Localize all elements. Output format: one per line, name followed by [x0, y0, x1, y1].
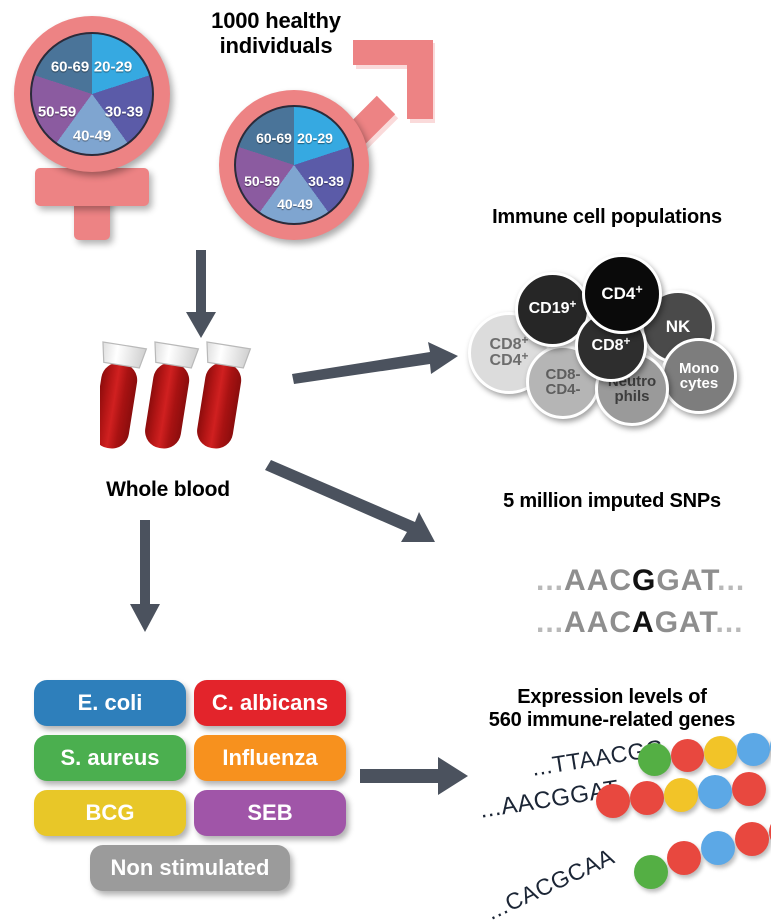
- immune-populations-title: Immune cell populations: [492, 206, 722, 228]
- stimulus-label: Influenza: [222, 745, 318, 770]
- immune-cell-label: Mono cytes: [679, 359, 719, 392]
- male-symbol: 20-29 30-39 40-49 50-59 60-69: [205, 40, 435, 255]
- gene-strands: ...TTAACGG ...AACGGAT ...CACGCAA: [460, 730, 771, 922]
- stimulus-influenza[interactable]: Influenza: [194, 735, 346, 781]
- gene-bead-blue: [737, 733, 770, 766]
- snp-sequence-top: ...AACGGAT...: [480, 530, 745, 632]
- gene-bead-yellow: [704, 736, 737, 769]
- gene-bead-green: [638, 743, 671, 776]
- female-symbol: 20-29 30-39 40-49 50-59 60-69: [6, 8, 206, 248]
- stimulus-label: C. albicans: [211, 690, 329, 715]
- gene-bead-red: [671, 739, 704, 772]
- arrow-stimuli-to-expression: [360, 757, 468, 795]
- stimulus-label: Non stimulated: [110, 855, 270, 880]
- arrow-blood-to-stimuli: [130, 520, 160, 632]
- snp-sequences: ...AACGGAT... ...AACAGAT...: [470, 530, 760, 639]
- immune-cell-cluster: CD8+ CD4+ CD19+ CD4+ NK CD8+ Mono cytes: [450, 240, 770, 426]
- immune-cell-label: CD19+: [528, 297, 577, 318]
- female-age-pie: [30, 32, 154, 156]
- pie-slice-label-40-49-male: 40-49: [277, 196, 313, 212]
- stimulus-label: SEB: [247, 800, 293, 825]
- snp-after: GAT: [654, 606, 716, 639]
- expression-title-line1: Expression levels of: [517, 686, 707, 708]
- cohort-title-line2: individuals: [219, 33, 333, 59]
- gene-bead-red: [596, 784, 630, 818]
- pie-slice-label-30-39: 30-39: [104, 103, 144, 121]
- male-age-pie: [234, 105, 354, 225]
- immune-cell-cd4: CD4+: [582, 254, 662, 334]
- pie-slice-label-40-49: 40-49: [72, 127, 112, 145]
- expression-title: Expression levels of 560 immune-related …: [462, 686, 762, 732]
- arrow-blood-to-snp: [265, 460, 435, 542]
- stimuli-panel: E. coli C. albicans S. aureus Influenza …: [30, 680, 350, 895]
- snp-suffix: ...: [717, 564, 746, 597]
- pie-slice-label-60-69-male: 60-69: [256, 130, 292, 146]
- gene-bead-yellow: [664, 778, 698, 812]
- pie-slice-label-50-59-male: 50-59: [244, 173, 280, 189]
- whole-blood-label: Whole blood: [106, 478, 230, 501]
- gene-bead-green: [634, 855, 668, 889]
- gene-bead-blue: [698, 775, 732, 809]
- gene-bead-red: [735, 822, 769, 856]
- gene-bead-red: [769, 815, 771, 849]
- gene-bead-red: [630, 781, 664, 815]
- blood-tubes: [93, 340, 280, 470]
- immune-cell-cd19: CD19+: [515, 272, 590, 347]
- snp-prefix: ...: [536, 564, 565, 597]
- pie-slice-label-20-29: 20-29: [93, 58, 133, 76]
- stimulus-label: E. coli: [77, 690, 143, 715]
- expression-title-line2: 560 immune-related genes: [488, 709, 736, 731]
- snp-title: 5 million imputed SNPs: [503, 490, 721, 512]
- snp-suffix: ...: [715, 606, 744, 639]
- female-stem-horizontal: [35, 168, 149, 206]
- immune-cell-monocytes: Mono cytes: [661, 338, 737, 414]
- pie-slice-label-30-39-male: 30-39: [308, 173, 344, 189]
- stimulus-label: BCG: [85, 800, 135, 825]
- stimulus-label: S. aureus: [60, 745, 160, 770]
- snp-variant-a: A: [632, 606, 655, 639]
- blood-tubes-glyph: [93, 341, 252, 449]
- immune-cell-label: CD8- CD4-: [545, 365, 581, 398]
- stimulus-non-stimulated[interactable]: Non stimulated: [90, 845, 290, 891]
- snp-before: AAC: [564, 564, 633, 597]
- snp-after: GAT: [656, 564, 718, 597]
- immune-cell-label: CD8+: [591, 333, 631, 354]
- immune-cell-label: NK: [665, 317, 691, 337]
- stimulus-calbicans[interactable]: C. albicans: [194, 680, 346, 726]
- snp-variant-g: G: [632, 564, 657, 597]
- immune-cell-label: CD4+: [601, 283, 643, 304]
- gene-bead-blue: [701, 831, 735, 865]
- stimulus-ecoli[interactable]: E. coli: [34, 680, 186, 726]
- arrow-blood-to-immune: [292, 342, 458, 384]
- gene-bead-red: [732, 772, 766, 806]
- arrow-cohort-to-blood: [186, 250, 216, 338]
- stimulus-seb[interactable]: SEB: [194, 790, 346, 836]
- stimulus-saureus[interactable]: S. aureus: [34, 735, 186, 781]
- gene-bead-red: [667, 841, 701, 875]
- cohort-title: 1000 healthy individuals: [166, 8, 386, 59]
- cohort-title-line1: 1000 healthy: [211, 8, 341, 33]
- snp-sequence-bottom: ...AACAGAT...: [480, 572, 744, 674]
- stimulus-bcg[interactable]: BCG: [34, 790, 186, 836]
- snp-prefix: ...: [536, 606, 565, 639]
- pie-slice-label-50-59: 50-59: [37, 103, 77, 121]
- gene-strand-3-sequence: ...CACGCAA: [482, 842, 619, 922]
- pie-slice-label-20-29-male: 20-29: [297, 130, 333, 146]
- snp-before: AAC: [564, 606, 633, 639]
- immune-cell-label: CD8+ CD4+: [489, 332, 529, 369]
- pie-slice-label-60-69: 60-69: [50, 58, 90, 76]
